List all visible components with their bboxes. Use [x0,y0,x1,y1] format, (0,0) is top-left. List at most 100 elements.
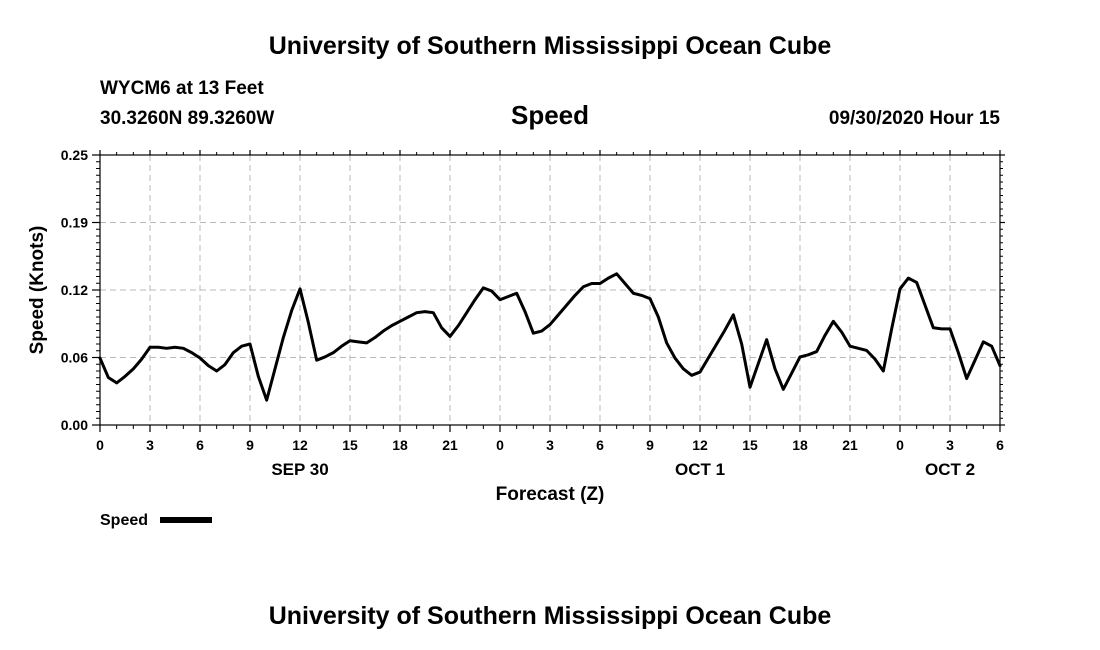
data-point [440,326,443,329]
data-point [898,287,902,291]
data-point [923,303,927,307]
data-point [765,338,768,341]
data-point [282,336,285,339]
location-label: 30.3260N 89.3260W [100,108,274,129]
data-point [307,321,310,324]
y-axis-label: Speed (Knots) [27,226,48,355]
data-point [590,282,593,285]
data-point [465,311,468,314]
data-point [707,356,710,360]
data-point [665,341,668,345]
data-point [990,344,993,348]
data-point [223,363,227,366]
data-point [382,329,385,333]
x-tick-label: 18 [392,437,408,453]
data-point [198,356,202,360]
data-point [548,323,552,326]
data-point [798,355,802,359]
x-tick-label: 6 [196,437,204,453]
data-point [257,375,260,378]
series-layer [98,272,1002,402]
data-point [865,349,868,352]
data-point [332,351,335,354]
data-point [640,294,643,297]
data-point [232,351,235,354]
data-point [473,298,477,301]
data-point [673,356,677,360]
data-point [398,320,402,323]
timestamp-label: 09/30/2020 Hour 15 [829,108,1001,129]
data-point [115,381,118,385]
data-point [873,357,877,361]
y-tick-label: 0.06 [61,350,88,366]
data-point [682,367,685,371]
data-point [207,364,210,367]
data-point [148,346,152,349]
data-point [240,344,243,348]
data-point [840,330,843,334]
x-tick-label: 21 [842,437,858,453]
data-point [807,353,810,356]
data-point [632,292,635,295]
data-point [298,287,302,291]
series-points-speed [98,272,1002,402]
data-point [773,367,777,371]
data-point [523,310,527,313]
date-label: OCT 1 [675,460,725,479]
x-tick-label: 0 [896,437,904,453]
data-point [940,327,943,331]
x-tick-label: 6 [996,437,1004,453]
data-point [357,340,360,344]
data-point [390,324,393,327]
data-point [723,328,727,332]
data-point [540,329,543,333]
data-point [123,375,127,378]
data-point [648,297,652,300]
data-point [698,370,702,374]
data-point [448,335,452,338]
data-point [423,310,427,313]
data-point [598,282,602,285]
data-point [623,282,627,285]
data-point [557,313,560,317]
data-point [273,367,277,371]
data-point [690,374,693,377]
legend-label: Speed [100,512,148,529]
data-point [732,313,735,317]
x-axis-ticks: 0 3 6 9 12 15 18 21 0 3 6 9 12 15 18 21 0 3 6 [96,150,1004,453]
x-tick-label: 3 [146,437,154,453]
data-point [415,311,418,314]
data-point [532,332,535,335]
data-point [507,295,510,298]
data-point [515,292,518,295]
footer-title: University of Southern Mississippi Ocean… [269,602,832,630]
x-tick-label: 9 [246,437,254,453]
data-point [740,342,743,346]
date-label: SEP 30 [271,460,328,479]
data-point [190,351,193,354]
data-point [323,355,327,359]
data-point [907,276,910,280]
data-point [857,347,860,350]
data-point [248,342,252,346]
data-point [948,327,952,331]
x-tick-label: 12 [692,437,708,453]
chart-subtitle: Speed [511,100,589,130]
data-point [657,315,660,319]
data-point [498,298,502,301]
y-tick-label: 0.00 [61,417,88,433]
data-point [182,347,185,350]
data-point [365,341,368,345]
data-point [140,357,143,361]
chart-title: University of Southern Mississippi Ocean… [269,32,832,60]
data-point [607,276,610,280]
date-labels: SEP 30 OCT 1 OCT 2 [271,460,975,479]
x-tick-label: 6 [596,437,604,453]
data-point [565,303,568,307]
data-point [982,340,985,344]
x-tick-label: 3 [546,437,554,453]
data-point [215,369,218,373]
data-point [315,359,318,362]
data-point [748,386,752,389]
data-point [457,324,460,327]
